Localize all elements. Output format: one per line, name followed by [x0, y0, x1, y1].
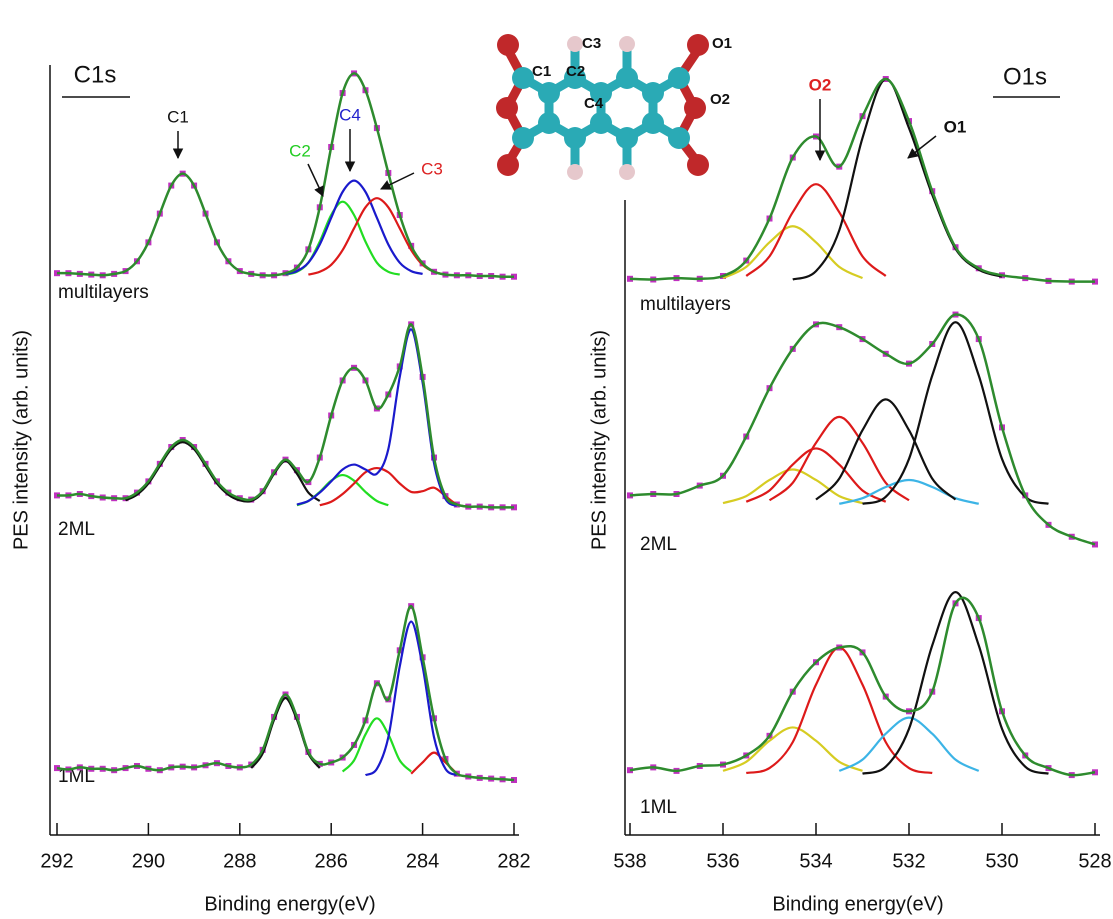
peak-annotation: O2 [809, 75, 832, 94]
spectrum-label: multilayers [58, 282, 149, 303]
component-peak [746, 184, 886, 276]
spectrum-label: 2ML [640, 534, 677, 555]
figure: 292 290 288 286 284 282 Binding energy(eV) PES … [0, 0, 1113, 919]
peak-annotation: O1 [944, 117, 967, 136]
x-tick-label: 290 [132, 850, 165, 872]
peak-annotation: C4 [339, 105, 361, 124]
x-tick-label: 536 [706, 850, 739, 872]
component-peak [297, 329, 457, 506]
annotation-arrow [308, 164, 323, 196]
x-axis-label: Binding energy(eV) [204, 893, 375, 915]
atom-label: O1 [712, 35, 732, 52]
x-tick-label: 286 [315, 850, 348, 872]
panel-title: O1s [1003, 63, 1047, 90]
peak-annotation: C3 [421, 159, 443, 178]
x-axis-label: Binding energy(eV) [772, 893, 943, 915]
component-peak [863, 592, 1049, 774]
x-tick-label: 538 [613, 850, 646, 872]
spectrum-label: 1ML [640, 797, 677, 818]
atom-label: O2 [710, 91, 730, 108]
x-tick-label: 282 [497, 850, 530, 872]
atom-label: C1 [532, 63, 551, 80]
y-axis-label: PES intensity (arb. units) [10, 330, 32, 550]
spectrum-label: multilayers [640, 294, 731, 315]
x-tick-label: 534 [799, 850, 832, 872]
component-peak [863, 322, 1049, 504]
component-peak [746, 448, 886, 501]
component-peak [286, 202, 400, 275]
component-peak [816, 399, 956, 499]
component-peak [411, 753, 457, 774]
chart-panel: 538 536 534 532 530 528 Binding energy(eV) PES … [588, 63, 1111, 915]
atom-label: C2 [566, 63, 585, 80]
x-tick-label: 530 [985, 850, 1018, 872]
component-peak [770, 417, 910, 500]
fit-envelope [57, 324, 514, 507]
x-tick-label: 532 [892, 850, 925, 872]
atom-label: C3 [582, 35, 601, 52]
molecule: C1 C2 C3 C4 O1 O2 [496, 34, 732, 180]
fit-envelope [57, 73, 514, 276]
panel-title: C1s [74, 61, 117, 88]
spectrum-label: 2ML [58, 519, 95, 540]
component-peak [723, 727, 863, 770]
peak-annotation: C1 [167, 107, 189, 126]
x-tick-label: 292 [40, 850, 73, 872]
component-peak [723, 226, 863, 278]
x-tick-label: 288 [223, 850, 256, 872]
x-tick-label: 284 [406, 850, 439, 872]
component-peak [251, 698, 320, 768]
x-tick-label: 528 [1078, 850, 1111, 872]
peak-annotation: C2 [289, 141, 311, 160]
y-axis-label: PES intensity (arb. units) [588, 330, 610, 550]
chart-panel: 292 290 288 286 284 282 Binding energy(eV) PES … [10, 61, 530, 915]
atom-label: C4 [584, 95, 604, 112]
